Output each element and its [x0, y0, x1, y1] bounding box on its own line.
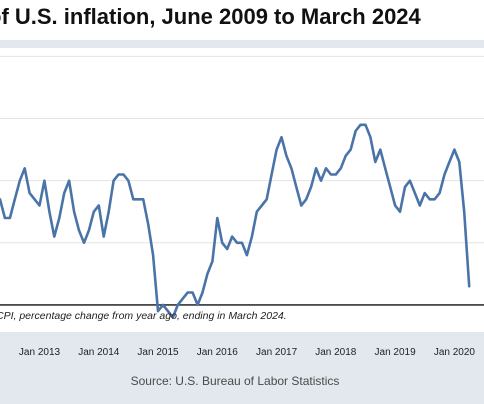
source-credit: Source: U.S. Bureau of Labor Statistics	[130, 374, 340, 388]
x-tick-label: Jan 2017	[256, 347, 298, 358]
x-tick-label: Jan 2016	[197, 347, 239, 358]
chart-note: CPI, percentage change from year ago, en…	[0, 310, 287, 322]
series-line-cpi	[0, 123, 471, 319]
chart-title: of U.S. inflation, June 2009 to March 20…	[0, 4, 421, 29]
x-tick-label: Jan 2019	[375, 347, 417, 358]
x-tick-label: Jan 2014	[78, 347, 120, 358]
gridlines	[0, 55, 484, 244]
x-tick-label: Jan 2013	[19, 347, 61, 358]
x-tick-label: Jan 2015	[137, 347, 179, 358]
x-tick-label: Jan 2020	[434, 347, 476, 358]
x-axis-ticks: Jan 2013 Jan 2014 Jan 2015 Jan 2016 Jan 2017…	[19, 347, 475, 358]
x-tick-label: Jan 2018	[315, 347, 357, 358]
